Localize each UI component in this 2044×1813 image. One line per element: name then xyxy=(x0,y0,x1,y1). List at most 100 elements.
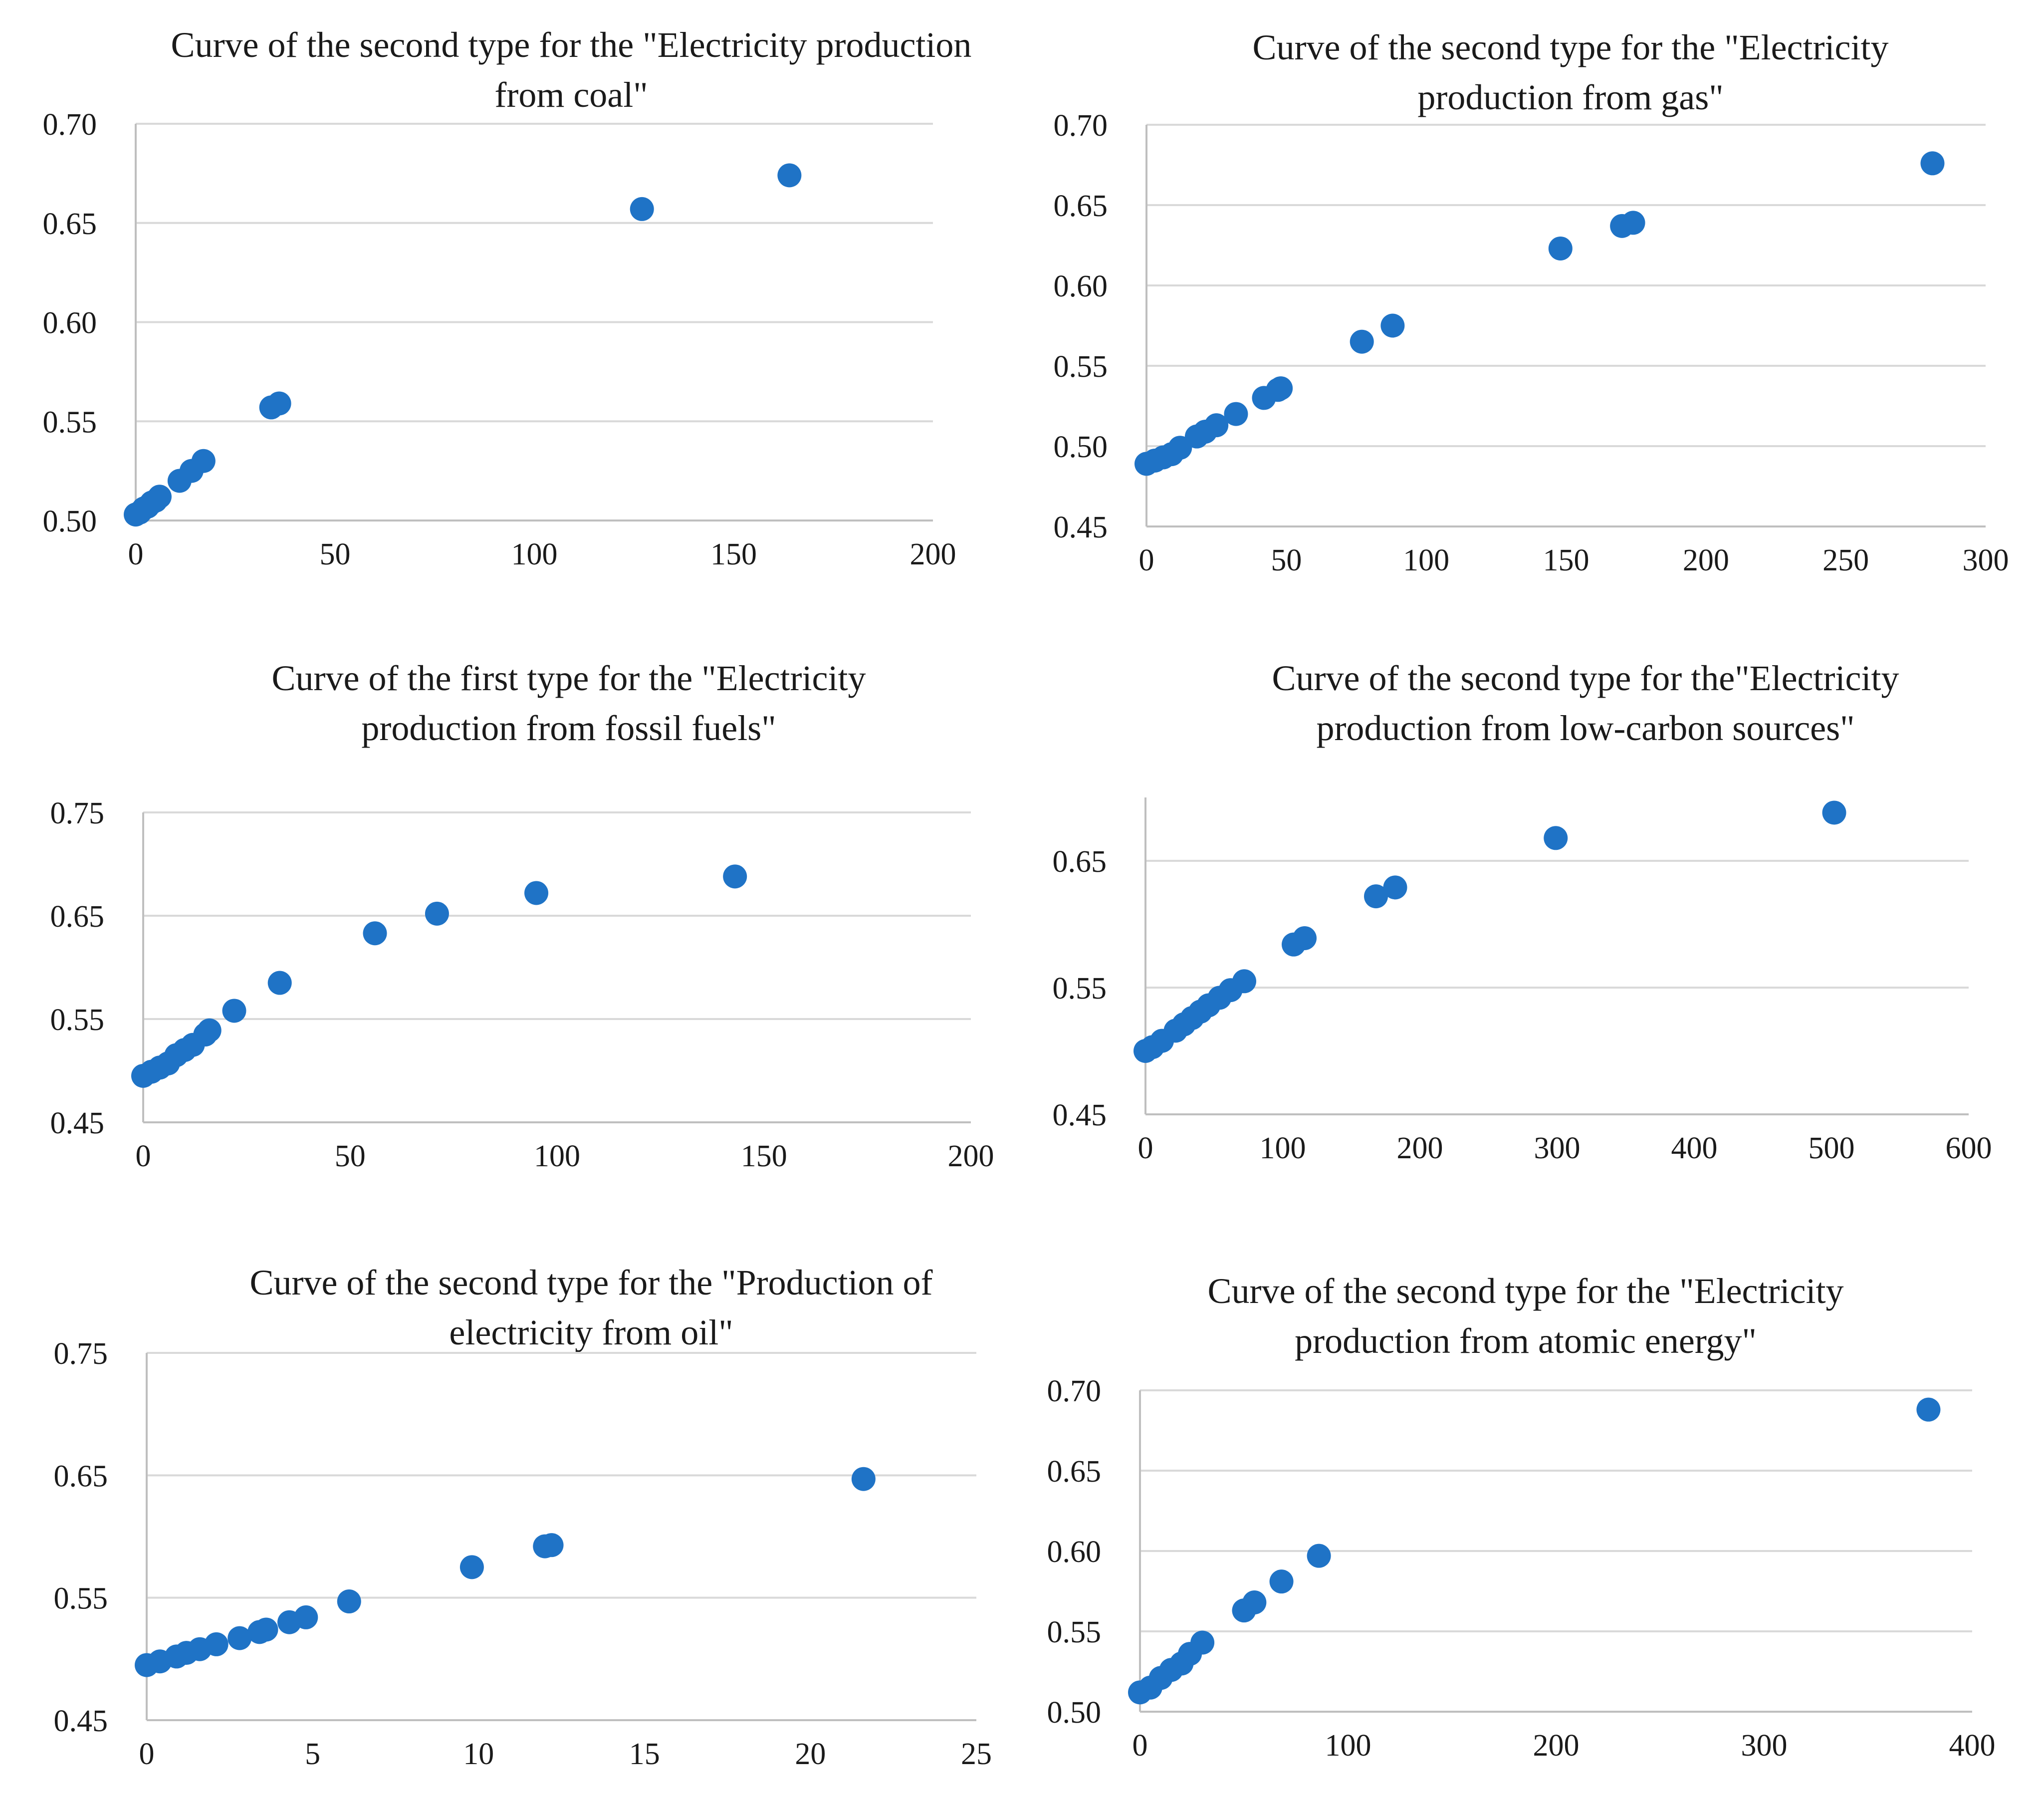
chart-coal: Curve of the second type for the "Electr… xyxy=(0,0,1022,604)
chart-oil: Curve of the second type for the "Produc… xyxy=(0,1209,1022,1813)
x-tick-label: 0 xyxy=(1138,1131,1153,1165)
x-tick-label: 150 xyxy=(1543,543,1590,577)
x-tick-label: 150 xyxy=(710,537,757,571)
x-tick-label: 400 xyxy=(1671,1131,1718,1165)
x-tick-label: 250 xyxy=(1822,543,1869,577)
chart-plot: 0.45 0.55 0.65 0.75 0 5 10 15 20 25 xyxy=(54,1337,992,1771)
y-tick-label: 0.70 xyxy=(1054,109,1108,143)
data-point xyxy=(1920,151,1945,176)
x-tick-label: 200 xyxy=(910,537,956,571)
x-tick-label: 20 xyxy=(795,1737,826,1771)
chart-plot: 0.50 0.55 0.60 0.65 0.70 0 100 200 300 400 xyxy=(1047,1374,1996,1763)
data-point xyxy=(630,197,654,221)
data-point xyxy=(191,449,216,473)
data-point xyxy=(1232,969,1256,994)
y-tick-label: 0.75 xyxy=(50,796,105,830)
x-tick-label: 0 xyxy=(136,1139,151,1173)
data-point xyxy=(267,971,292,995)
x-tick-label: 15 xyxy=(629,1737,660,1771)
x-tick-label: 100 xyxy=(1260,1131,1306,1165)
x-tick-label: 0 xyxy=(1139,543,1154,577)
chart-title: Curve of the second type for the "Electr… xyxy=(1252,27,1889,117)
chart-title: Curve of the second type for the"Electri… xyxy=(1272,658,1899,748)
data-point xyxy=(723,864,747,889)
x-tick-label: 25 xyxy=(961,1737,992,1771)
y-tick-label: 0.65 xyxy=(1053,845,1107,879)
y-tick-label: 0.65 xyxy=(50,900,105,934)
data-point xyxy=(1350,329,1374,354)
chart-gas: Curve of the second type for the "Electr… xyxy=(1022,0,2044,604)
x-tick-label: 50 xyxy=(320,537,351,571)
x-tick-label: 100 xyxy=(534,1139,580,1173)
x-tick-label: 200 xyxy=(1683,543,1729,577)
x-tick-label: 0 xyxy=(128,537,144,571)
x-tick-label: 50 xyxy=(335,1139,366,1173)
y-tick-label: 0.65 xyxy=(54,1459,108,1493)
y-tick-label: 0.45 xyxy=(54,1704,108,1738)
data-point xyxy=(197,1018,222,1042)
data-point xyxy=(1293,926,1317,950)
data-point xyxy=(524,881,549,905)
y-tick-label: 0.45 xyxy=(50,1106,105,1140)
data-point xyxy=(1621,211,1645,235)
x-tick-label: 400 xyxy=(1949,1729,1996,1763)
y-tick-label: 0.50 xyxy=(1047,1696,1102,1730)
x-tick-label: 500 xyxy=(1809,1131,1855,1165)
y-tick-label: 0.55 xyxy=(1047,1615,1102,1649)
y-tick-label: 0.45 xyxy=(1053,1098,1107,1132)
chart-title: Curve of the second type for the "Produc… xyxy=(249,1263,933,1352)
data-point xyxy=(1242,1590,1267,1615)
chart-plot: 0.45 0.55 0.65 0.75 0 50 100 150 200 xyxy=(50,796,994,1173)
chart-atomic: Curve of the second type for the "Electr… xyxy=(1022,1209,2044,1813)
data-point xyxy=(777,163,802,188)
data-point xyxy=(337,1589,361,1614)
chart-title: Curve of the second type for the "Electr… xyxy=(171,25,972,115)
data-point xyxy=(851,1467,876,1491)
x-tick-label: 200 xyxy=(1397,1131,1443,1165)
chart-plot: 0.45 0.50 0.55 0.60 0.65 0.70 0 50 100 150 200 250 3… xyxy=(1054,109,2009,577)
y-tick-label: 0.50 xyxy=(1054,430,1108,464)
y-tick-label: 0.45 xyxy=(1054,511,1108,544)
y-tick-label: 0.60 xyxy=(1054,269,1108,303)
y-tick-label: 0.55 xyxy=(1053,972,1107,1006)
y-tick-label: 0.55 xyxy=(43,405,97,439)
x-tick-label: 300 xyxy=(1741,1729,1788,1763)
x-tick-label: 0 xyxy=(1133,1729,1148,1763)
x-tick-label: 200 xyxy=(1533,1729,1580,1763)
data-point xyxy=(294,1605,318,1629)
y-tick-label: 0.65 xyxy=(1054,189,1108,223)
chart-title: Curve of the second type for the "Electr… xyxy=(1207,1271,1844,1361)
data-point xyxy=(1269,376,1293,401)
y-tick-label: 0.55 xyxy=(54,1582,108,1616)
data-point xyxy=(1224,402,1248,426)
x-tick-label: 300 xyxy=(1534,1131,1581,1165)
data-point xyxy=(425,901,449,926)
data-point xyxy=(459,1555,484,1579)
x-tick-label: 100 xyxy=(511,537,558,571)
data-point xyxy=(1548,236,1573,260)
y-tick-label: 0.55 xyxy=(1054,350,1108,384)
y-tick-label: 0.60 xyxy=(1047,1535,1102,1569)
data-point xyxy=(227,1626,252,1650)
chart-fossil-fuels: Curve of the first type for the "Electri… xyxy=(0,604,1022,1209)
data-point xyxy=(1380,313,1405,338)
y-tick-label: 0.75 xyxy=(54,1337,108,1371)
y-tick-label: 0.50 xyxy=(43,505,97,538)
chart-plot: 0.45 0.55 0.65 0 100 200 300 400 500 600 xyxy=(1053,797,1992,1165)
chart-title: Curve of the first type for the "Electri… xyxy=(271,658,866,748)
data-point xyxy=(1190,1630,1215,1655)
data-point xyxy=(254,1617,278,1642)
y-tick-label: 0.70 xyxy=(43,108,97,142)
data-point xyxy=(539,1533,564,1557)
data-point xyxy=(222,999,246,1023)
x-tick-label: 5 xyxy=(305,1737,320,1771)
x-tick-label: 150 xyxy=(741,1139,787,1173)
data-point xyxy=(1204,413,1229,438)
data-point xyxy=(1916,1397,1941,1422)
data-point xyxy=(1269,1569,1294,1594)
x-tick-label: 50 xyxy=(1271,543,1302,577)
y-tick-label: 0.65 xyxy=(43,207,97,241)
data-point xyxy=(267,391,291,416)
data-point xyxy=(1822,800,1846,825)
